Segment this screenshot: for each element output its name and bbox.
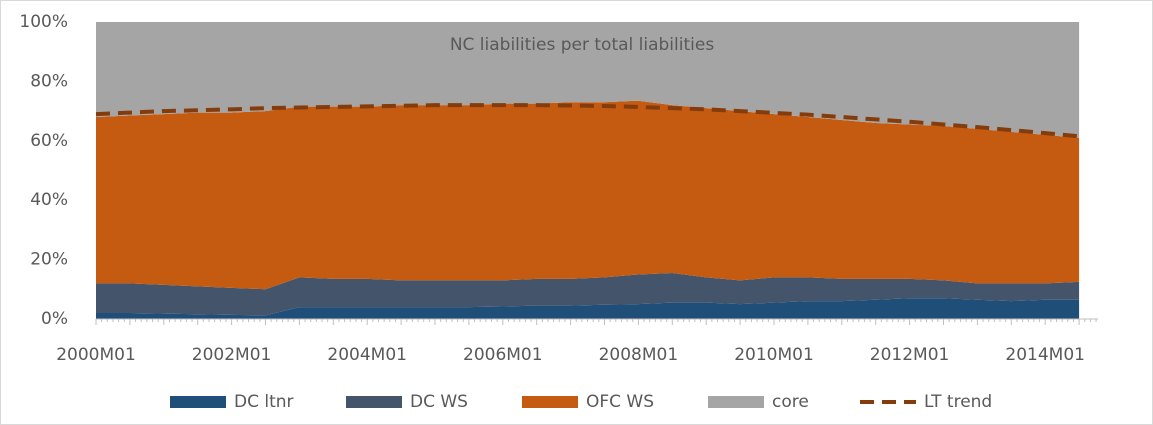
legend-swatch [170,396,226,408]
x-tick-label: 2014M01 [1005,345,1085,365]
legend-label: DC WS [410,392,468,412]
y-tick-label: 20% [30,250,68,270]
y-tick-label: 100% [19,12,68,32]
x-tick-label: 2010M01 [734,345,814,365]
x-tick-label: 2000M01 [56,345,136,365]
area [96,272,1080,316]
y-tick-label: 80% [30,71,68,91]
plot-area [96,22,1080,319]
area [96,22,1080,138]
chart-title: NC liabilities per total liabilities [450,35,715,55]
legend-swatch [522,396,578,408]
x-tick-label: 2008M01 [599,345,679,365]
x-tick-label: 2004M01 [327,345,407,365]
legend-label: DC ltnr [234,392,294,412]
legend-swatch [346,396,402,408]
y-tick-label: 0% [41,309,68,329]
x-tick-label: 2006M01 [463,345,543,365]
legend-swatch [708,396,764,408]
trend-line [95,103,1080,139]
x-tick-label: 2002M01 [192,345,272,365]
legend-label: OFC WS [586,392,654,412]
x-tick-label: 2012M01 [870,345,950,365]
area [96,298,1080,319]
area [96,100,1080,290]
legend-label: LT trend [924,392,992,412]
y-tick-label: 60% [30,131,68,151]
legend-label: core [772,392,809,412]
y-tick-label: 40% [30,190,68,210]
